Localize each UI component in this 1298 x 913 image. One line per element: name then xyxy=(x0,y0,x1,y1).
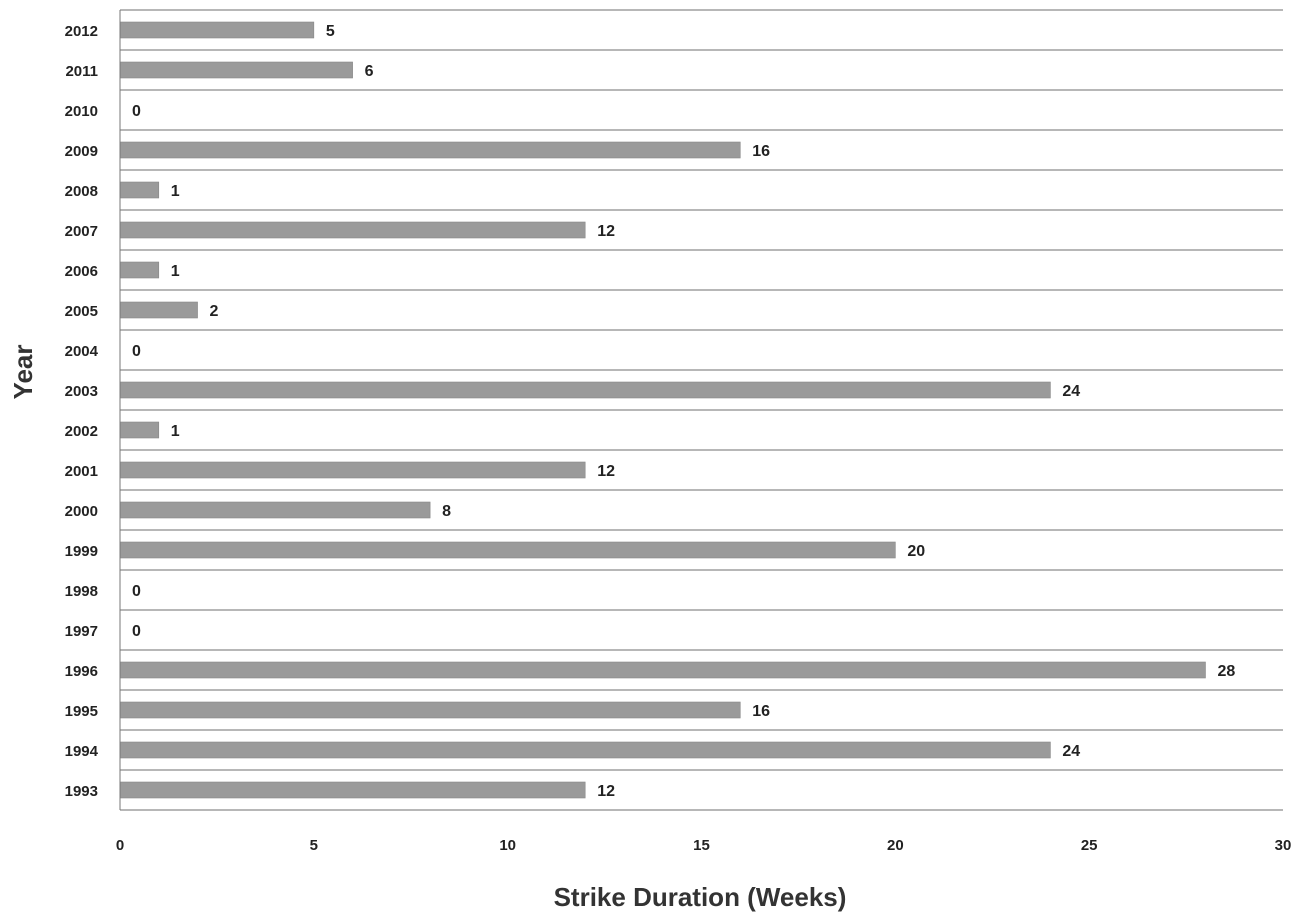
data-label: 12 xyxy=(597,463,615,480)
data-label: 16 xyxy=(752,703,770,720)
x-tick-label: 0 xyxy=(116,837,124,854)
data-label: 0 xyxy=(132,343,141,360)
data-label: 5 xyxy=(326,23,335,40)
y-tick-label: 1996 xyxy=(65,663,98,680)
y-tick-label: 2000 xyxy=(65,503,98,520)
data-label: 28 xyxy=(1217,663,1235,680)
bar xyxy=(119,421,160,439)
bar xyxy=(119,261,160,279)
data-label: 1 xyxy=(171,423,180,440)
x-tick-label: 20 xyxy=(887,837,904,854)
y-tick-label: 2003 xyxy=(65,383,98,400)
y-tick-label: 2002 xyxy=(65,423,98,440)
data-label: 20 xyxy=(907,543,925,560)
data-label: 6 xyxy=(365,63,374,80)
data-label: 2 xyxy=(210,303,219,320)
bar xyxy=(119,141,741,159)
bar xyxy=(119,181,160,199)
x-tick-label: 30 xyxy=(1275,837,1292,854)
bar xyxy=(119,741,1051,759)
bar xyxy=(119,661,1206,679)
y-tick-label: 1995 xyxy=(65,703,98,720)
x-tick-label: 10 xyxy=(499,837,516,854)
data-label: 0 xyxy=(132,103,141,120)
bar xyxy=(119,21,315,39)
data-label: 12 xyxy=(597,783,615,800)
y-tick-label: 1997 xyxy=(65,623,98,640)
y-tick-label: 2010 xyxy=(65,103,98,120)
y-tick-label: 2008 xyxy=(65,183,98,200)
y-tick-label: 2004 xyxy=(65,343,99,360)
data-label: 24 xyxy=(1062,383,1080,400)
bar xyxy=(119,301,198,319)
x-axis-ticks: 0 5 10 15 20 25 30 xyxy=(116,837,1292,854)
y-tick-label: 2012 xyxy=(65,23,98,40)
y-tick-label: 1998 xyxy=(65,583,98,600)
y-axis-title: Year xyxy=(8,345,38,400)
x-axis-title: Strike Duration (Weeks) xyxy=(554,882,847,912)
data-label: 0 xyxy=(132,583,141,600)
bar xyxy=(119,461,586,479)
y-tick-label: 2011 xyxy=(65,63,98,80)
y-tick-label: 2007 xyxy=(65,223,98,240)
y-tick-label: 2005 xyxy=(65,303,98,320)
x-tick-label: 25 xyxy=(1081,837,1098,854)
bar xyxy=(119,781,586,799)
bar xyxy=(119,701,741,719)
bar xyxy=(119,61,353,79)
y-axis-ticks: 2012 2011 2010 2009 2008 2007 2006 2005 2004 2003… xyxy=(65,23,99,800)
y-tick-label: 1999 xyxy=(65,543,98,560)
data-label: 0 xyxy=(132,623,141,640)
data-label: 16 xyxy=(752,143,770,160)
data-label: 8 xyxy=(442,503,451,520)
bar xyxy=(119,381,1051,399)
data-label: 12 xyxy=(597,223,615,240)
bar xyxy=(119,221,586,239)
y-tick-label: 2006 xyxy=(65,263,98,280)
data-label: 1 xyxy=(171,183,180,200)
y-tick-label: 1993 xyxy=(65,783,98,800)
x-tick-label: 15 xyxy=(693,837,710,854)
gridlines xyxy=(120,9,1283,811)
y-tick-label: 1994 xyxy=(65,743,99,760)
x-tick-label: 5 xyxy=(310,837,318,854)
bar xyxy=(119,501,431,519)
data-label: 1 xyxy=(171,263,180,280)
bar xyxy=(119,541,896,559)
y-tick-label: 2009 xyxy=(65,143,98,160)
y-tick-label: 2001 xyxy=(65,463,98,480)
data-label: 24 xyxy=(1062,743,1080,760)
